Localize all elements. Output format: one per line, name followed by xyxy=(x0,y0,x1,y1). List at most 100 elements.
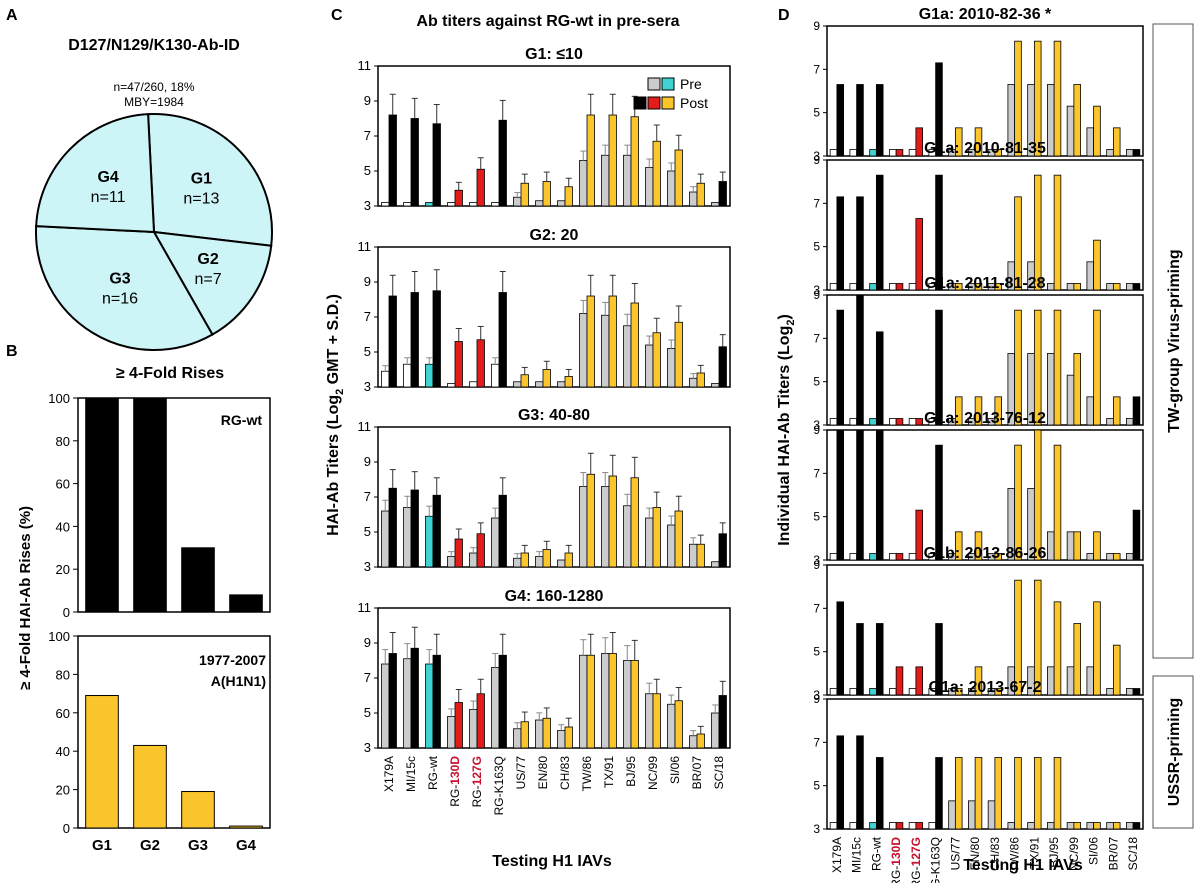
bar-pre-11 xyxy=(623,660,632,749)
panel-letter-a: A xyxy=(6,7,18,24)
y-tick-label: 3 xyxy=(364,198,371,213)
bar-pre-15 xyxy=(1126,822,1134,830)
bar-post-0 xyxy=(388,114,397,207)
bar-pre-5 xyxy=(491,202,500,207)
bar-g3 xyxy=(181,791,215,829)
bar-pre-12 xyxy=(1066,531,1075,561)
bar-post-11 xyxy=(1053,174,1062,291)
bar-pre-11 xyxy=(1047,531,1055,561)
y-tick-label: 11 xyxy=(358,239,372,254)
x-tick-label-part: 127G xyxy=(470,756,484,785)
bar-post-10 xyxy=(1033,174,1042,291)
bar-g1 xyxy=(85,397,119,613)
bar-post-12 xyxy=(652,140,661,207)
bar-pre-4 xyxy=(908,822,917,830)
y-tick-label: 5 xyxy=(364,344,371,359)
panel-c-xlabel: Testing H1 IAVs xyxy=(492,853,612,870)
bar-post-0 xyxy=(836,196,844,291)
bar-post-13 xyxy=(1093,531,1101,561)
bar-pre-10 xyxy=(1027,822,1035,830)
bar-post-2 xyxy=(432,494,441,568)
y-tick-label: 20 xyxy=(56,783,70,798)
bar-post-7 xyxy=(974,396,983,426)
bar-pre-4 xyxy=(469,381,478,388)
x-tick-label-part: EN/80 xyxy=(536,756,550,790)
bar-pre-13 xyxy=(1086,822,1095,830)
bar-post-3 xyxy=(895,553,904,561)
bar-post-15 xyxy=(1132,509,1141,561)
bar-post-5 xyxy=(935,623,943,696)
side-box-tw xyxy=(1152,23,1194,659)
panel-c: Ab titers against RG-wt in pre-sera HAI-… xyxy=(325,13,731,870)
x-tick-label-part: CH/83 xyxy=(558,756,572,790)
bar-pre-4 xyxy=(469,552,478,568)
y-tick-label: 9 xyxy=(364,93,371,108)
chart-title: G1a: 2010-82-36 * xyxy=(919,6,1052,23)
bar-pre-2 xyxy=(869,688,877,696)
bar-pre-4 xyxy=(908,283,917,291)
bar-post-7 xyxy=(974,127,983,157)
x-tick-label-part: BR/07 xyxy=(1106,837,1120,871)
bar-post-8 xyxy=(994,553,1002,561)
y-tick-label: 7 xyxy=(813,601,820,615)
x-tick-label-part: X179A xyxy=(382,756,396,792)
y-tick-label: 9 xyxy=(813,423,820,437)
bar-pre-12 xyxy=(645,517,654,568)
bar-post-8 xyxy=(564,186,573,207)
bar-pre-13 xyxy=(667,170,676,207)
bar-pre-8 xyxy=(557,559,566,568)
bar-pre-9 xyxy=(579,654,588,749)
pie-line1: n=47/260, 18% xyxy=(113,80,194,94)
x-tick-label: SC/18 xyxy=(1126,837,1140,871)
x-tick-label: BJ/95 xyxy=(1047,837,1061,868)
bar-post-8 xyxy=(994,688,1002,696)
bar-pre-11 xyxy=(1047,666,1055,696)
bar-post-11 xyxy=(630,477,639,568)
bar-post-3 xyxy=(454,189,463,207)
y-tick-label: 9 xyxy=(364,635,371,650)
x-tick-label: RG-127G xyxy=(470,756,484,807)
bar-g3 xyxy=(181,547,215,613)
x-tick-label: TW/86 xyxy=(580,756,594,792)
x-tick-label-part: BR/07 xyxy=(690,756,704,790)
bar-pre-1 xyxy=(849,822,858,830)
panel-letter-c: C xyxy=(331,7,343,24)
x-tick-label-part: 127G xyxy=(909,837,923,866)
bar-pre-3 xyxy=(447,716,456,749)
pie-slice-g3 xyxy=(35,225,214,351)
bar-pre-14 xyxy=(689,543,698,568)
x-tick-label: RG-K163Q xyxy=(492,756,506,815)
panel-d-charts: G1a: 2010-82-36 * 3 5 7 9 G1a: 2010-81-35 3 5 7 9… xyxy=(813,6,1144,836)
bar-pre-14 xyxy=(1106,149,1114,157)
bar-post-13 xyxy=(674,510,683,568)
y-tick-label: 5 xyxy=(364,163,371,178)
bar-pre-12 xyxy=(1066,374,1075,426)
bar-post-1 xyxy=(856,735,864,830)
panel-letter-b: B xyxy=(6,343,18,360)
bar-pre-6 xyxy=(513,728,522,749)
bar-pre-14 xyxy=(689,191,698,207)
bar-post-3 xyxy=(895,149,904,157)
side-box-ussr xyxy=(1152,675,1194,829)
chart-title: G1a: 2013-67-2 xyxy=(929,679,1042,696)
bar-pre-15 xyxy=(711,383,720,388)
panel-d-xlabel: Testing H1 IAVs xyxy=(963,857,1083,874)
panel-b-h1n1-label1: 1977-2007 xyxy=(199,652,266,668)
bar-post-5 xyxy=(935,444,943,561)
y-tick-label: 5 xyxy=(813,645,820,659)
bar-pre-14 xyxy=(689,735,698,749)
x-tick-label-part: SC/18 xyxy=(1126,837,1140,871)
bar-pre-7 xyxy=(535,719,544,749)
panel-c-chart-3: G3: 40-80 3 5 7 9 11 xyxy=(358,407,731,574)
bar-post-15 xyxy=(1132,396,1141,426)
bar-pre-15 xyxy=(1126,149,1134,157)
legend-pre-gray xyxy=(647,77,661,91)
y-tick-label: 9 xyxy=(364,274,371,289)
bar-pre-12 xyxy=(1066,105,1075,157)
bar-post-8 xyxy=(564,726,573,749)
bar-g2 xyxy=(133,744,167,829)
x-tick-label-part: MI/15c xyxy=(850,837,864,873)
bar-post-10 xyxy=(608,114,617,207)
